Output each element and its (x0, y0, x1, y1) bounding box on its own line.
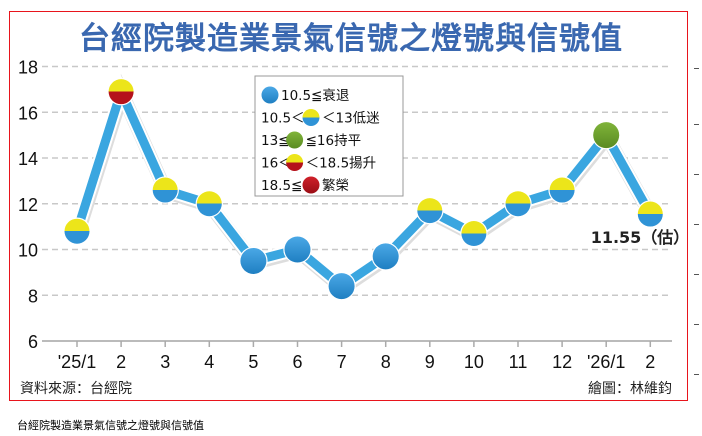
data-point-low (549, 177, 575, 203)
legend-label: ＜13低迷 (322, 111, 380, 127)
source-note: 資料來源：台經院 (20, 381, 132, 397)
data-point-recession (372, 243, 399, 270)
y-tick-label: 16 (18, 103, 38, 123)
margin-tick (694, 374, 699, 375)
margin-tick (694, 274, 699, 275)
x-tick-label: 3 (160, 352, 170, 372)
legend-swatch-recession (261, 86, 279, 104)
x-tick-label: 11 (509, 352, 528, 372)
x-tick-label: 10 (464, 352, 484, 372)
data-point-low (505, 191, 531, 217)
x-tick-label: 2 (116, 352, 126, 372)
legend-swatch-boom (302, 176, 320, 194)
chart-title: 台經院製造業景氣信號之燈號與信號值 (79, 21, 623, 57)
margin-tick (694, 68, 699, 69)
data-point-low (152, 177, 178, 203)
x-tick-label: 8 (381, 352, 391, 372)
legend-swatch-stable (286, 131, 304, 149)
x-tick-label: 9 (425, 352, 435, 372)
x-tick-label: 12 (552, 352, 572, 372)
legend-prefix: 16＜ (261, 156, 292, 172)
caption: 台經院製造業景氣信號之燈號與信號值 (17, 419, 204, 432)
legend-swatch-rising (286, 154, 304, 171)
x-tick-label: 6 (292, 352, 302, 372)
data-point-recession (240, 247, 267, 274)
margin-tick (694, 224, 699, 225)
x-tick-label: 2 (645, 352, 655, 372)
legend-prefix: 10.5＜ (261, 111, 305, 127)
data-point-recession (328, 273, 355, 300)
legend-prefix: 18.5≦ (261, 178, 302, 194)
y-tick-label: 12 (18, 195, 38, 215)
credit-note: 繪圖：林維鈞 (588, 381, 672, 397)
data-point-stable (593, 122, 620, 149)
y-tick-label: 8 (28, 286, 38, 306)
legend-label: ＜18.5揚升 (306, 155, 377, 172)
data-point-low (64, 218, 90, 244)
margin-tick (694, 124, 699, 125)
data-point-low (637, 201, 663, 227)
data-point-recession (284, 236, 311, 263)
data-point-low (461, 220, 487, 246)
x-tick-label: '26/1 (587, 352, 625, 372)
y-tick-label: 6 (28, 332, 38, 352)
y-tick-label: 18 (18, 58, 38, 78)
x-tick-label: 7 (337, 352, 347, 372)
estimate-label: 11.55（估） (591, 228, 690, 247)
margin-tick (694, 174, 699, 175)
legend-prefix: 13≦ (261, 133, 290, 149)
legend-swatch-low (302, 109, 320, 126)
x-tick-label: 5 (248, 352, 258, 372)
data-point-low (196, 191, 222, 217)
data-point-rising (108, 79, 134, 105)
legend-label: ≦16持平 (306, 133, 362, 149)
y-tick-label: 14 (18, 149, 38, 169)
legend-box (254, 75, 404, 197)
x-tick-label: '25/1 (58, 352, 96, 372)
data-point-low (417, 198, 443, 224)
legend-label: 10.5≦衰退 (281, 87, 350, 104)
x-tick-label: 4 (204, 352, 214, 372)
chart-frame (9, 11, 688, 401)
margin-tick (694, 324, 699, 325)
legend-label: 繁榮 (322, 178, 349, 194)
y-tick-label: 10 (18, 241, 38, 261)
